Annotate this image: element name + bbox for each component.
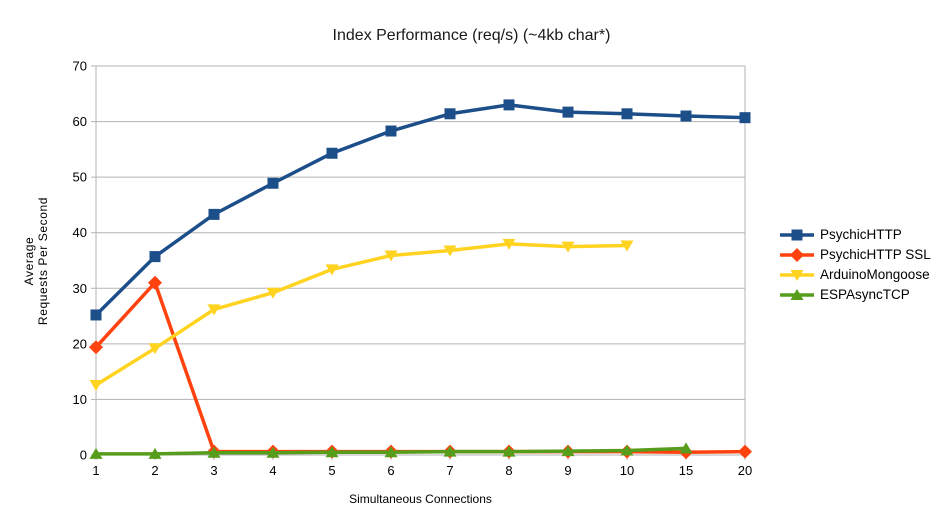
- x-axis-title: Simultaneous Connections: [349, 492, 492, 506]
- data-point-marker: [502, 238, 516, 250]
- x-tick-label: 15: [679, 463, 693, 478]
- legend-label: ESPAsyncTCP: [820, 287, 910, 302]
- data-point-marker: [679, 442, 693, 454]
- data-point-marker: [208, 208, 220, 220]
- y-axis-title: Average Requests Per Second: [22, 196, 50, 326]
- data-point-marker: [149, 251, 161, 263]
- legend-item-psychichttp-ssl: PsychicHTTP SSL: [780, 247, 931, 262]
- data-point-marker: [503, 99, 515, 111]
- x-tick-label: 8: [505, 463, 512, 478]
- legend-label: ArduinoMongoose: [820, 267, 930, 282]
- y-tick-label: 20: [73, 336, 87, 351]
- x-tick-label: 9: [564, 463, 571, 478]
- y-tick-label: 50: [73, 170, 87, 185]
- x-tick-label: 7: [446, 463, 453, 478]
- legend-item-arduinomongoose: ArduinoMongoose: [780, 267, 931, 282]
- x-tick-label: 1: [92, 463, 99, 478]
- x-tick-label: 3: [210, 463, 217, 478]
- series-line-psychichttp: [94, 103, 747, 317]
- data-point-marker: [502, 445, 516, 457]
- data-point-marker: [89, 340, 103, 355]
- diamond-legend-icon: [780, 247, 814, 262]
- y-tick-label: 10: [73, 392, 87, 407]
- data-point-marker: [620, 240, 634, 252]
- x-tick-label: 6: [387, 463, 394, 478]
- y-tick-label: 30: [73, 281, 87, 296]
- data-point-marker: [325, 264, 339, 276]
- x-tick-label: 10: [620, 463, 634, 478]
- square-legend-icon: [780, 229, 814, 240]
- y-tick-label: 70: [73, 59, 87, 74]
- y-tick-label: 40: [73, 225, 87, 240]
- y-tick-label: 60: [73, 114, 87, 129]
- x-tick-label: 2: [151, 463, 158, 478]
- data-point-marker: [384, 250, 398, 262]
- legend: PsychicHTTP PsychicHTTP SSL ArduinoMongoos…: [780, 227, 931, 302]
- series-line-psychichttp-ssl: [94, 280, 747, 454]
- data-point-marker: [267, 177, 279, 189]
- data-point-marker: [207, 304, 221, 316]
- data-point-marker: [90, 309, 102, 321]
- data-point-marker: [89, 447, 103, 459]
- chart-title: Index Performance (req/s) (~4kb char*): [332, 27, 611, 44]
- data-point-marker: [385, 125, 397, 137]
- x-tick-label: 4: [269, 463, 276, 478]
- data-point-marker: [620, 444, 634, 456]
- data-point-marker: [148, 447, 162, 459]
- triangle-down-legend-icon: [780, 269, 814, 281]
- series-line-arduinomongoose: [94, 242, 629, 387]
- data-point-marker: [148, 343, 162, 355]
- data-point-marker: [326, 147, 338, 159]
- data-point-marker: [266, 446, 280, 458]
- legend-item-espasynctcp: ESPAsyncTCP: [780, 287, 931, 302]
- data-point-marker: [738, 444, 752, 459]
- data-point-marker: [148, 275, 162, 290]
- data-point-marker: [89, 379, 103, 391]
- x-tick-label: 5: [328, 463, 335, 478]
- data-point-marker: [621, 108, 633, 120]
- data-point-marker: [561, 241, 575, 253]
- data-point-marker: [443, 245, 457, 257]
- data-point-marker: [443, 445, 457, 457]
- data-point-marker: [739, 112, 751, 124]
- legend-item-psychichttp: PsychicHTTP: [780, 227, 931, 242]
- data-point-marker: [680, 110, 692, 122]
- data-point-marker: [562, 106, 574, 118]
- legend-label: PsychicHTTP: [820, 227, 902, 242]
- x-tick-label: 20: [738, 463, 752, 478]
- data-point-marker: [444, 108, 456, 120]
- data-point-marker: [561, 445, 575, 457]
- data-point-marker: [266, 287, 280, 299]
- y-tick-label: 0: [80, 448, 87, 463]
- data-point-marker: [384, 446, 398, 458]
- legend-label: PsychicHTTP SSL: [820, 247, 931, 262]
- data-point-marker: [325, 446, 339, 458]
- triangle-up-legend-icon: [780, 288, 814, 300]
- data-point-marker: [207, 446, 221, 458]
